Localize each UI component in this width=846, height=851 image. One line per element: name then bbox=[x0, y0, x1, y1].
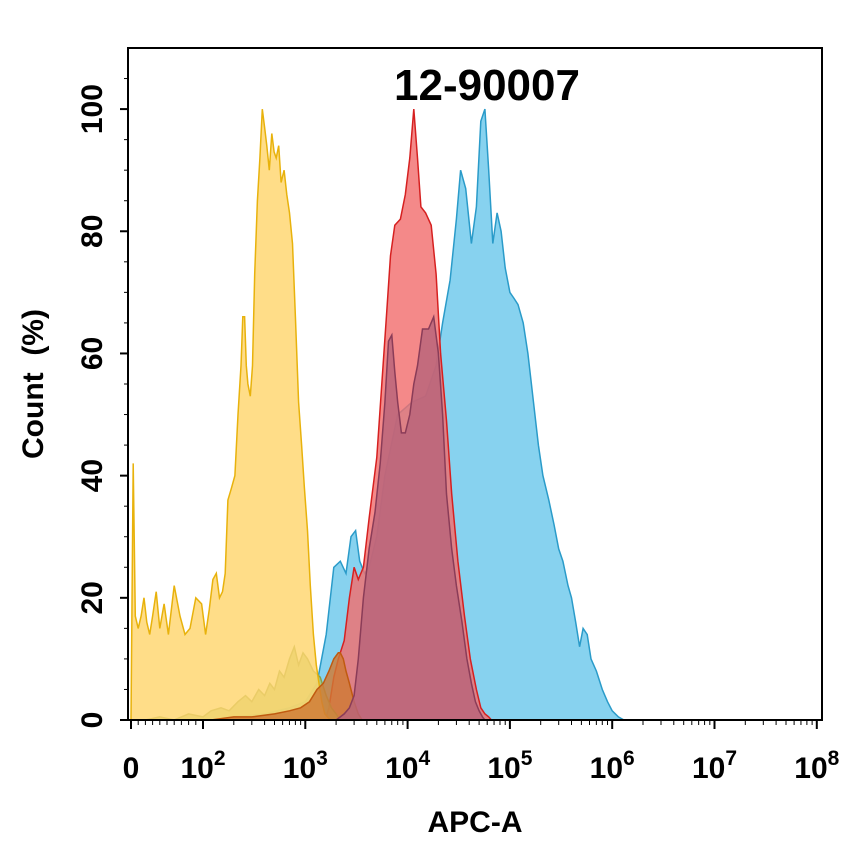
chart-title: 12-90007 bbox=[394, 61, 580, 110]
y-tick-label: 100 bbox=[76, 84, 109, 134]
x-tick-label: 108 bbox=[794, 747, 839, 785]
x-axis: 0 102 103 104 105 106 107 108 bbox=[123, 720, 840, 785]
x-axis-label: APC-A bbox=[428, 806, 523, 839]
x-tick-label: 0 bbox=[123, 752, 140, 785]
series-layer bbox=[130, 108, 626, 720]
y-axis: 0 20 40 60 80 100 bbox=[76, 78, 128, 729]
histogram-series-6 bbox=[334, 313, 486, 720]
y-tick-label: 80 bbox=[76, 215, 109, 248]
y-axis-label: Count (%) bbox=[17, 309, 50, 459]
y-tick-label: 60 bbox=[76, 337, 109, 370]
x-tick-label: 103 bbox=[283, 747, 328, 785]
histogram-series-4 bbox=[130, 109, 332, 720]
x-tick-label: 107 bbox=[692, 747, 737, 785]
x-tick-label: 106 bbox=[590, 747, 635, 785]
x-tick-label: 104 bbox=[385, 747, 430, 785]
x-tick-label: 105 bbox=[487, 747, 532, 785]
y-tick-label: 40 bbox=[76, 459, 109, 492]
y-tick-label: 0 bbox=[76, 712, 109, 729]
x-tick-label: 102 bbox=[180, 747, 225, 785]
y-tick-label: 20 bbox=[76, 581, 109, 614]
